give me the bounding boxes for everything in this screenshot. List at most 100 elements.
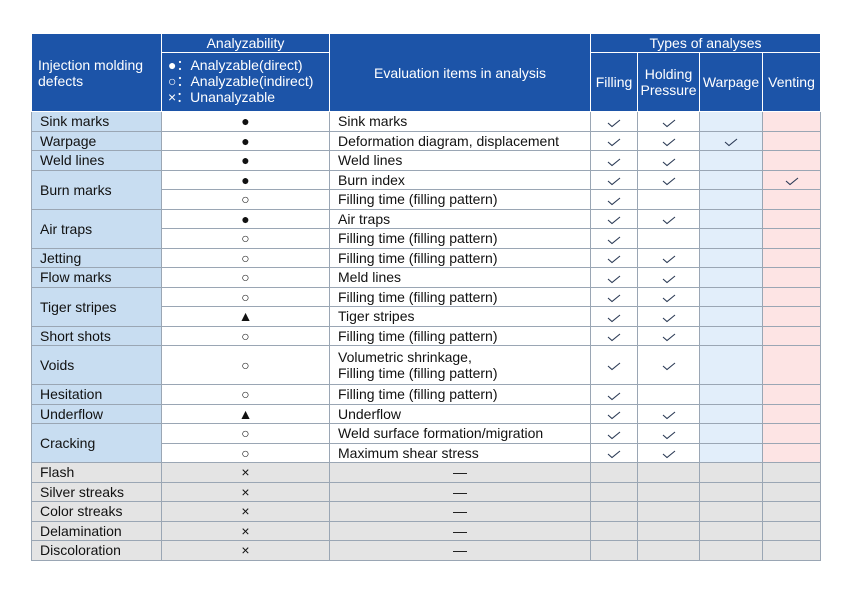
check-cell bbox=[590, 403, 638, 424]
check-mark bbox=[662, 255, 675, 264]
defect-cell: Sink marks bbox=[31, 111, 162, 132]
table-row: ▲ Tiger stripes bbox=[32, 306, 821, 327]
table-row: Sink marks ● Sink marks bbox=[31, 111, 821, 132]
defect-cell: Short shots bbox=[31, 325, 162, 346]
defect-cell: Tiger stripes bbox=[31, 286, 162, 327]
table-row: Cracking ○ Weld surface formation/migratio… bbox=[31, 423, 821, 463]
evaluation-cell: Filling time (filling pattern) bbox=[329, 247, 591, 268]
check-stroke bbox=[607, 216, 621, 225]
check-cell bbox=[590, 130, 638, 151]
check-mark bbox=[662, 411, 675, 420]
check-cell bbox=[762, 111, 821, 132]
check-cell bbox=[637, 150, 700, 171]
symbol-cell: ○ bbox=[161, 345, 330, 385]
check-cell bbox=[762, 481, 821, 502]
defect-cell: Color streaks bbox=[31, 501, 162, 522]
evaluation-cell: — bbox=[329, 481, 591, 502]
check-cell bbox=[762, 267, 821, 288]
check-mark bbox=[662, 362, 675, 371]
type-header: Warpage bbox=[699, 52, 763, 112]
check-cell bbox=[590, 325, 638, 346]
table-header: Injection molding defects Analyzability … bbox=[31, 33, 821, 112]
type-header: Holding Pressure bbox=[637, 52, 700, 112]
type-header: Filling bbox=[590, 52, 638, 112]
evaluation-cell: Filling time (filling pattern) bbox=[329, 189, 591, 210]
defect-cell: Delamination bbox=[31, 520, 162, 541]
check-cell bbox=[637, 345, 700, 385]
check-cell bbox=[762, 228, 821, 249]
check-mark bbox=[607, 255, 621, 264]
check-cell bbox=[590, 423, 638, 444]
check-cell bbox=[590, 169, 638, 190]
check-cell bbox=[762, 423, 821, 444]
symbol-cell: ○ bbox=[161, 423, 330, 444]
check-cell bbox=[762, 384, 821, 405]
check-cell bbox=[590, 208, 638, 229]
table-row: Silver streaks × — bbox=[31, 481, 821, 502]
header-cell: Evaluation items in analysis bbox=[329, 33, 591, 112]
evaluation-cell: Meld lines bbox=[329, 267, 591, 288]
check-stroke bbox=[662, 431, 675, 439]
check-mark bbox=[662, 177, 675, 186]
check-cell bbox=[637, 423, 700, 444]
symbol-cell: × bbox=[161, 520, 330, 541]
check-cell bbox=[699, 267, 763, 288]
check-stroke bbox=[607, 392, 621, 400]
check-stroke bbox=[607, 294, 621, 303]
check-mark bbox=[724, 138, 738, 147]
check-cell bbox=[637, 520, 700, 541]
check-stroke bbox=[662, 294, 675, 303]
check-mark bbox=[607, 362, 621, 371]
check-mark bbox=[607, 236, 621, 244]
check-stroke bbox=[607, 314, 621, 322]
table-row: Discoloration × — bbox=[31, 540, 821, 561]
check-stroke bbox=[607, 197, 621, 205]
check-mark bbox=[662, 216, 675, 225]
defect-cell: Flow marks bbox=[31, 267, 162, 288]
symbol-cell: ▲ bbox=[161, 403, 330, 424]
symbol-cell: ○ bbox=[161, 384, 330, 405]
check-cell bbox=[590, 481, 638, 502]
check-cell bbox=[762, 286, 821, 307]
table-row: Weld lines ● Weld lines bbox=[31, 150, 821, 171]
check-stroke bbox=[662, 450, 675, 459]
check-stroke bbox=[607, 450, 621, 459]
check-cell bbox=[699, 228, 763, 249]
check-cell bbox=[637, 306, 700, 327]
check-mark bbox=[785, 177, 798, 186]
check-stroke bbox=[607, 362, 621, 371]
check-cell bbox=[699, 384, 763, 405]
check-stroke bbox=[662, 314, 675, 322]
evaluation-cell: Filling time (filling pattern) bbox=[329, 325, 591, 346]
check-cell bbox=[699, 169, 763, 190]
check-cell bbox=[699, 306, 763, 327]
check-stroke bbox=[662, 216, 675, 225]
check-cell bbox=[590, 150, 638, 171]
table-row: Delamination × — bbox=[31, 520, 821, 541]
symbol-cell: ○ bbox=[161, 325, 330, 346]
symbol-cell: ● bbox=[161, 130, 330, 151]
defect-cell: Silver streaks bbox=[31, 481, 162, 502]
evaluation-cell: Burn index bbox=[329, 169, 591, 190]
table-row: Hesitation ○ Filling time (filling pattern… bbox=[31, 384, 821, 405]
check-stroke bbox=[607, 431, 621, 439]
symbol-cell: ● bbox=[161, 150, 330, 171]
check-cell bbox=[762, 189, 821, 210]
check-mark bbox=[662, 275, 675, 283]
table-row: ○ Filling time (filling pattern) bbox=[32, 189, 821, 210]
check-mark bbox=[607, 158, 621, 166]
check-stroke bbox=[662, 362, 675, 371]
evaluation-cell: Filling time (filling pattern) bbox=[329, 286, 591, 307]
check-cell bbox=[637, 442, 700, 463]
defect-cell: Voids bbox=[31, 345, 162, 385]
check-mark bbox=[607, 450, 621, 459]
evaluation-cell: Filling time (filling pattern) bbox=[329, 228, 591, 249]
symbol-cell: × bbox=[161, 501, 330, 522]
defect-cell: Burn marks bbox=[31, 169, 162, 210]
check-cell bbox=[699, 150, 763, 171]
check-mark bbox=[607, 275, 621, 283]
check-cell bbox=[762, 540, 821, 561]
check-stroke bbox=[662, 275, 675, 283]
symbol-cell: ○ bbox=[161, 189, 330, 210]
evaluation-cell: Weld lines bbox=[329, 150, 591, 171]
